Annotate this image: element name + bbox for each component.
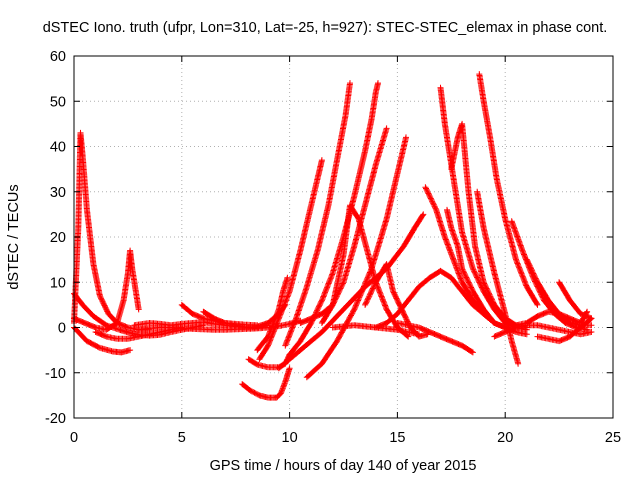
series-layer: [71, 71, 595, 401]
series-markers: [282, 80, 353, 349]
x-tick-label: 15: [389, 430, 405, 446]
data-series: [297, 125, 390, 326]
y-tick-label: -20: [45, 411, 66, 427]
series-markers: [476, 71, 541, 308]
data-series: [476, 71, 541, 308]
grid: [74, 56, 613, 418]
x-axis-label: GPS time / hours of day 140 of year 2015: [210, 458, 477, 474]
x-tick-label: 0: [70, 430, 78, 446]
series-markers: [534, 315, 595, 345]
x-tick-label: 20: [497, 430, 513, 446]
series-markers: [318, 202, 412, 340]
x-tick-label: 10: [282, 430, 298, 446]
y-tick-label: 30: [50, 185, 66, 201]
series-markers: [474, 188, 522, 367]
series-markers: [135, 317, 304, 333]
ticks: -20 -10 0 10 20 30 40 50 60 0 5 10 15 20 25: [45, 49, 621, 446]
y-tick-label: 0: [58, 321, 66, 337]
data-series: [534, 315, 595, 345]
y-tick-label: -10: [45, 366, 66, 382]
series-markers: [303, 134, 409, 381]
series-markers: [297, 125, 390, 326]
data-series: [329, 322, 422, 338]
data-series: [437, 84, 530, 333]
data-series: [256, 157, 325, 363]
series-markers: [256, 157, 325, 363]
y-tick-label: 60: [50, 49, 66, 65]
y-tick-label: 50: [50, 94, 66, 110]
data-series: [448, 120, 530, 331]
series-markers: [329, 322, 422, 338]
series-markers: [513, 308, 591, 329]
x-tick-label: 5: [178, 430, 186, 446]
data-series: [444, 206, 509, 331]
y-tick-label: 20: [50, 230, 66, 246]
series-markers: [394, 320, 476, 356]
data-series: [286, 80, 381, 358]
data-series: [254, 274, 291, 354]
series-markers: [444, 206, 509, 331]
series-markers: [286, 80, 381, 358]
data-series: [474, 188, 522, 367]
data-series: [282, 80, 353, 349]
chart-title: dSTEC Iono. truth (ufpr, Lon=310, Lat=-2…: [43, 20, 608, 36]
data-series: [135, 317, 304, 333]
x-tick-label: 25: [605, 430, 621, 446]
series-markers: [254, 274, 291, 354]
series-markers: [437, 84, 530, 333]
data-series: [303, 134, 409, 381]
series-markers: [71, 247, 142, 333]
data-series: [513, 308, 591, 329]
data-series: [71, 247, 142, 333]
y-axis-label: dSTEC / TECUs: [6, 184, 22, 289]
series-markers: [448, 120, 530, 331]
y-tick-label: 10: [50, 275, 66, 291]
series-markers: [239, 365, 293, 401]
data-series: [318, 202, 412, 340]
data-series: [394, 320, 476, 356]
y-tick-label: 40: [50, 140, 66, 156]
data-series: [239, 365, 293, 401]
